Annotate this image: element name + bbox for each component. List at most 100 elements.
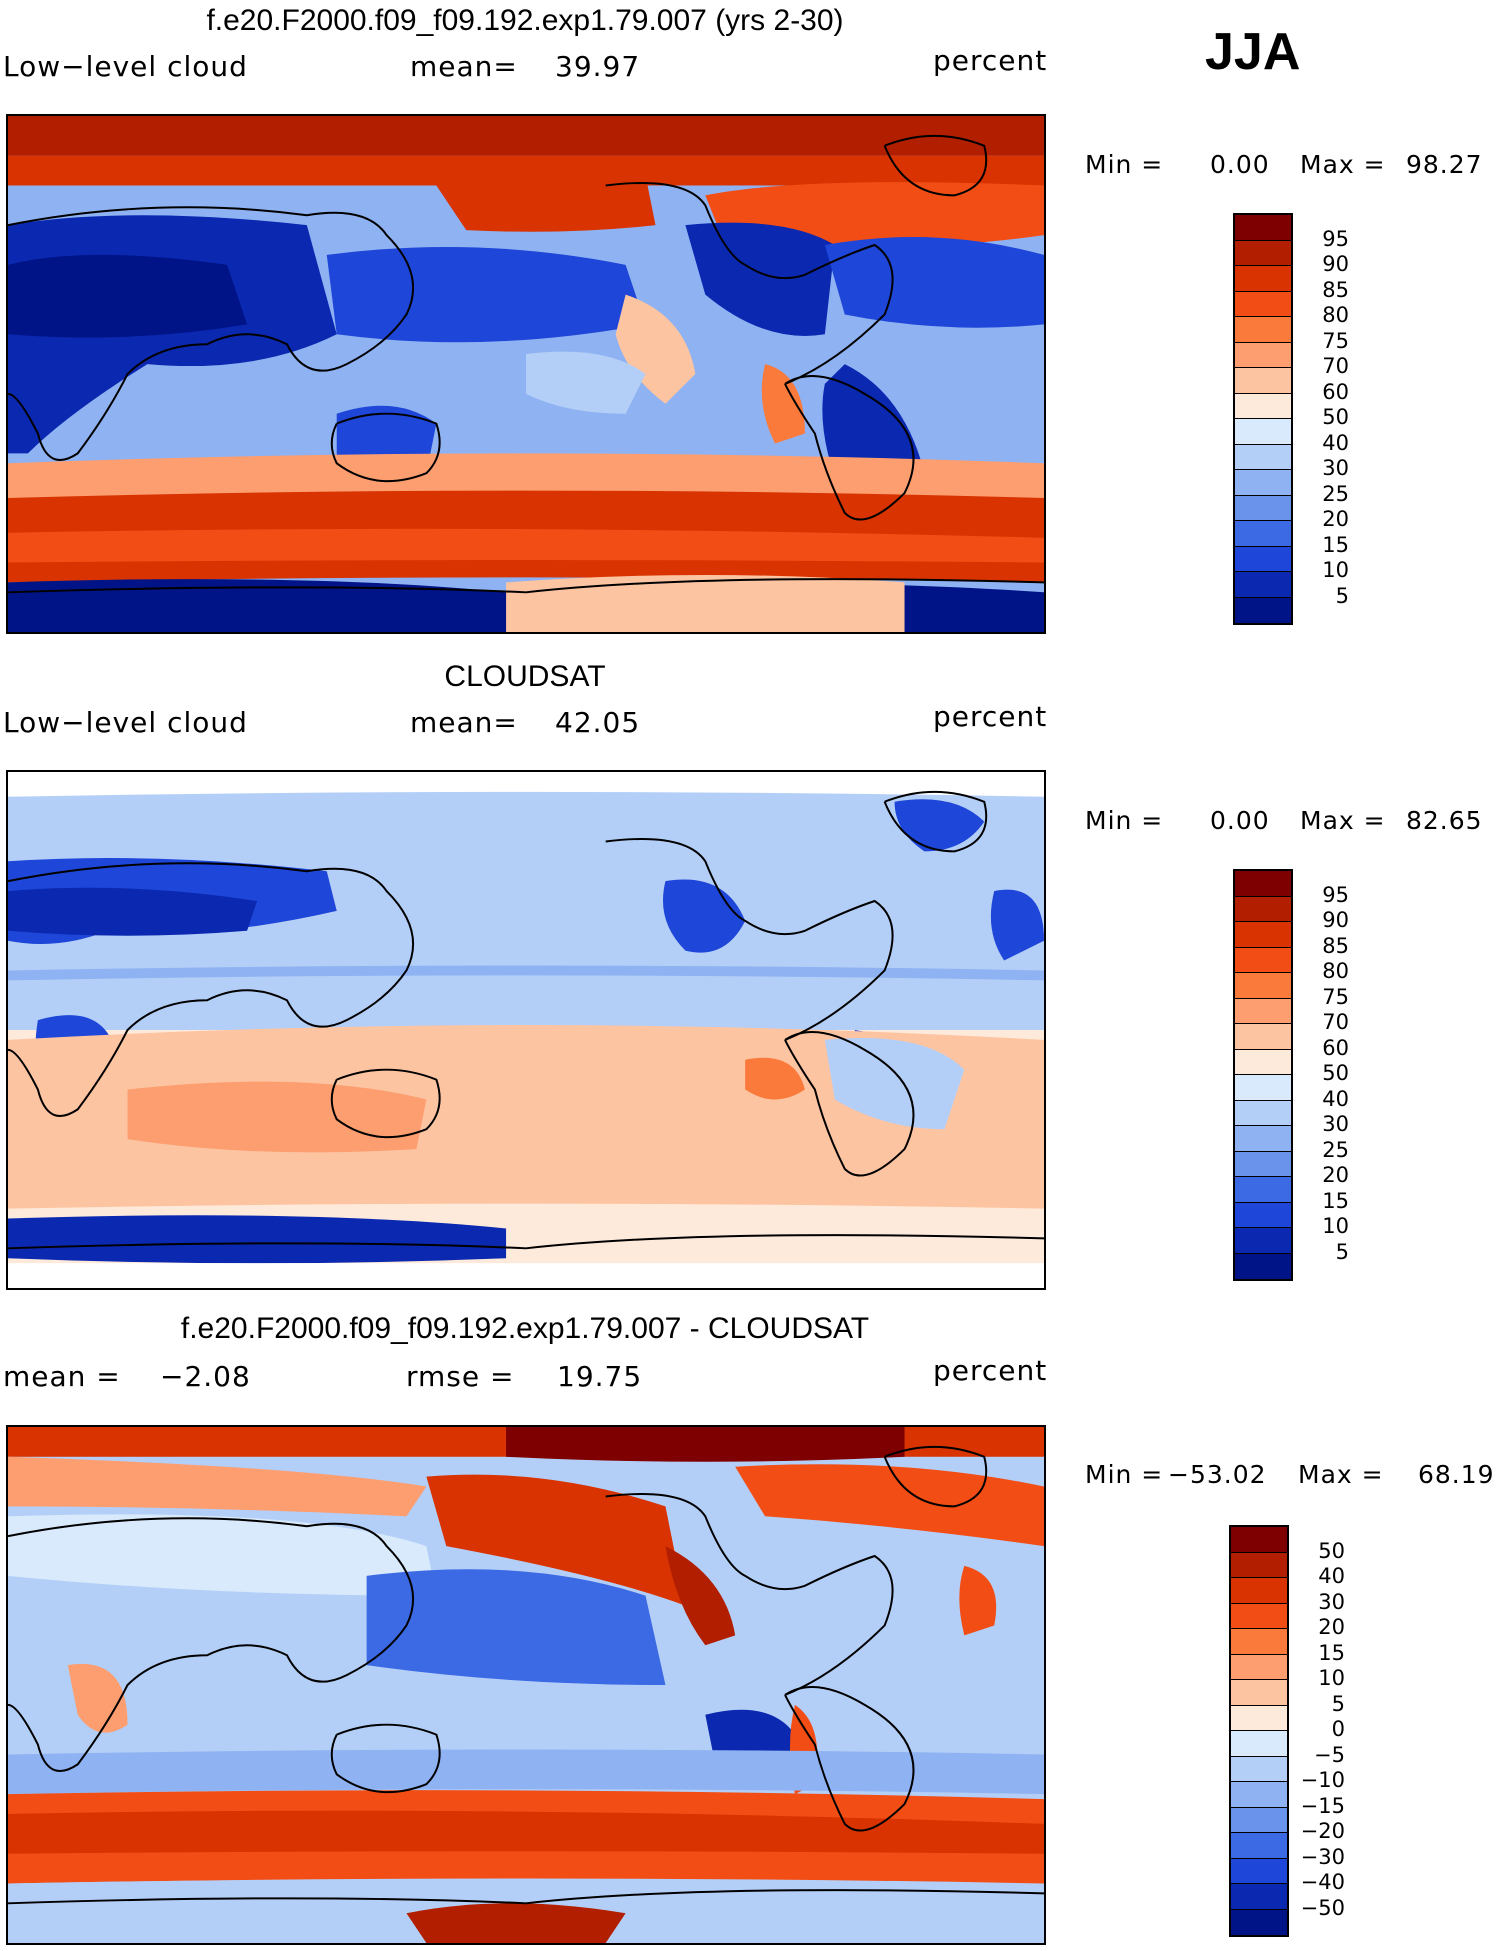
colorbar-tick-label: 75 — [1322, 328, 1349, 353]
map-model-cloud — [6, 114, 1046, 634]
panel-title: f.e20.F2000.f09_f09.192.exp1.79.007 - CL… — [180, 1312, 870, 1345]
colorbar-swatch — [1231, 1629, 1287, 1655]
min-label: Min = — [1085, 150, 1164, 179]
rmse-value: 19.75 — [557, 1360, 643, 1393]
colorbar-tick-label: −20 — [1300, 1819, 1345, 1843]
colorbar-swatch — [1231, 1858, 1287, 1884]
colorbar-tick-label: 40 — [1322, 430, 1349, 455]
colorbar-swatch — [1235, 998, 1291, 1024]
colorbar-tick-label: −5 — [1314, 1742, 1345, 1767]
colorbar-tick-label: 10 — [1318, 1666, 1345, 1690]
colorbar-tick-label: 50 — [1322, 1061, 1349, 1085]
colorbar-swatch — [1231, 1552, 1287, 1578]
max-value: 82.65 — [1406, 806, 1483, 835]
panel-title: CLOUDSAT — [444, 660, 606, 693]
colorbar-tick-label: 0 — [1331, 1717, 1345, 1741]
colorbar-swatch — [1235, 1151, 1291, 1177]
colorbar-swatch — [1235, 317, 1291, 343]
colorbar-tick-label: 15 — [1322, 532, 1349, 557]
colorbar-swatch — [1235, 1100, 1291, 1126]
colorbar-tick-label: 5 — [1335, 1239, 1349, 1264]
colorbar-swatch — [1235, 1177, 1291, 1203]
colorbar-tick-label: −30 — [1300, 1844, 1345, 1869]
colorbar-tick-label: 20 — [1318, 1615, 1345, 1639]
colorbar-tick-label: 25 — [1322, 1137, 1349, 1162]
colorbar-swatch — [1235, 266, 1291, 292]
colorbar-swatch — [1235, 973, 1291, 999]
colorbar-swatch — [1235, 368, 1291, 394]
colorbar-tick-label: 30 — [1318, 1589, 1345, 1614]
colorbar-swatch — [1231, 1603, 1287, 1629]
colorbar-tick-label: 70 — [1322, 354, 1349, 378]
colorbar-swatch — [1235, 1202, 1291, 1228]
colorbar-swatch — [1231, 1680, 1287, 1706]
colorbar-tick-label: 90 — [1322, 908, 1349, 932]
mean-label: mean= — [410, 706, 518, 739]
colorbar-tick-label: 10 — [1322, 1214, 1349, 1238]
units-label: percent — [933, 700, 1048, 733]
colorbar-swatch — [1235, 240, 1291, 266]
map-field — [8, 1427, 1044, 1943]
colorbar-swatch — [1235, 572, 1291, 598]
colorbar-tick-label: 5 — [1335, 583, 1349, 608]
colorbar-tick-label: 80 — [1322, 303, 1349, 327]
colorbar-swatch — [1235, 1075, 1291, 1101]
colorbar-swatch — [1235, 947, 1291, 973]
units-label: percent — [933, 1354, 1048, 1387]
colorbar-swatch — [1231, 1705, 1287, 1731]
colorbar-tick-label: 5 — [1331, 1691, 1345, 1716]
colorbar — [1233, 213, 1293, 625]
colorbar-tick-label: 20 — [1322, 507, 1349, 531]
colorbar-swatch — [1231, 1884, 1287, 1910]
colorbar-tick-label: 85 — [1322, 933, 1349, 958]
colorbar-tick-label: 20 — [1322, 1163, 1349, 1187]
colorbar-swatch — [1231, 1527, 1287, 1553]
colorbar-swatch — [1235, 1024, 1291, 1050]
colorbar — [1233, 869, 1293, 1281]
colorbar-tick-label: 50 — [1318, 1538, 1345, 1563]
colorbar-tick-label: 60 — [1322, 1035, 1349, 1060]
colorbar-tick-label: 15 — [1318, 1640, 1345, 1665]
colorbar-swatch — [1235, 597, 1291, 623]
map-field — [8, 116, 1044, 632]
variable-label: Low−level cloud — [3, 50, 248, 83]
colorbar-swatch — [1231, 1909, 1287, 1935]
colorbar-swatch — [1235, 495, 1291, 521]
colorbar-swatch — [1235, 470, 1291, 496]
colorbar-swatch — [1235, 1126, 1291, 1152]
min-value: 0.00 — [1210, 150, 1270, 179]
colorbar-tick-label: −50 — [1300, 1895, 1345, 1920]
colorbar — [1229, 1525, 1289, 1937]
colorbar-swatch — [1231, 1807, 1287, 1833]
panel-title: f.e20.F2000.f09_f09.192.exp1.79.007 (yrs… — [206, 4, 844, 37]
max-value: 68.19 — [1418, 1460, 1495, 1489]
colorbar-swatch — [1231, 1578, 1287, 1604]
variable-label: Low−level cloud — [3, 706, 248, 739]
min-label: Min = — [1085, 1460, 1164, 1489]
colorbar-swatch — [1235, 1049, 1291, 1075]
colorbar-swatch — [1235, 896, 1291, 922]
colorbar-swatch — [1235, 871, 1291, 897]
rmse-label: rmse = — [406, 1360, 515, 1393]
colorbar-swatch — [1235, 521, 1291, 547]
colorbar-tick-label: −10 — [1300, 1768, 1345, 1792]
max-value: 98.27 — [1406, 150, 1483, 179]
colorbar-tick-label: 15 — [1322, 1188, 1349, 1213]
colorbar-tick-label: 70 — [1322, 1010, 1349, 1034]
max-label: Max = — [1298, 1460, 1384, 1489]
min-label: Min = — [1085, 806, 1164, 835]
map-field — [8, 772, 1044, 1288]
colorbar-swatch — [1231, 1756, 1287, 1782]
units-label: percent — [933, 44, 1048, 77]
colorbar-tick-label: 95 — [1322, 882, 1349, 907]
colorbar-tick-label: 90 — [1322, 252, 1349, 276]
colorbar-tick-label: 30 — [1322, 456, 1349, 480]
colorbar-tick-label: 85 — [1322, 277, 1349, 302]
colorbar-swatch — [1231, 1654, 1287, 1680]
colorbar-swatch — [1235, 1253, 1291, 1279]
colorbar-tick-label: 75 — [1322, 984, 1349, 1009]
colorbar-swatch — [1235, 546, 1291, 572]
colorbar-swatch — [1235, 393, 1291, 419]
colorbar-tick-label: 95 — [1322, 226, 1349, 251]
colorbar-swatch — [1235, 1228, 1291, 1254]
